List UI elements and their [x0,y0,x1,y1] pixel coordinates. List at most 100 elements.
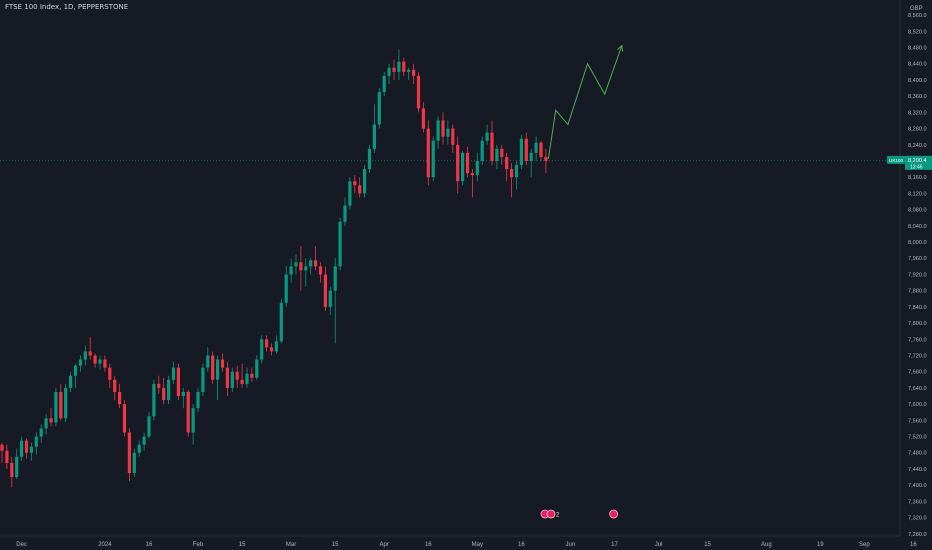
candle[interactable] [171,361,176,384]
candle[interactable] [78,355,82,372]
candle[interactable] [220,353,225,372]
candle[interactable] [475,152,479,182]
candle[interactable] [309,258,313,275]
candle[interactable] [505,152,509,182]
candle[interactable] [456,136,460,194]
candle[interactable] [485,124,489,145]
candle[interactable] [289,258,293,283]
candle[interactable] [544,148,548,174]
candle[interactable] [83,345,87,366]
candle[interactable] [211,351,215,384]
candle[interactable] [539,140,543,161]
candle[interactable] [137,440,141,457]
candle[interactable] [20,436,24,461]
candle[interactable] [534,136,538,161]
event-icon[interactable] [609,509,618,519]
candle[interactable] [206,347,210,372]
candle[interactable] [328,286,332,315]
candle[interactable] [480,136,484,166]
candle[interactable] [323,266,327,311]
candle[interactable] [490,120,494,166]
candle[interactable] [500,144,504,166]
candle[interactable] [524,132,528,166]
candle[interactable] [108,363,112,388]
candle[interactable] [245,367,249,388]
candle[interactable] [122,400,127,437]
candle[interactable] [402,57,406,76]
candle[interactable] [260,335,264,364]
candle[interactable] [358,177,362,198]
candle[interactable] [64,383,68,423]
candle[interactable] [162,377,166,405]
candle[interactable] [416,71,421,113]
candle[interactable] [167,375,171,405]
candle[interactable] [446,120,450,145]
candle[interactable] [181,387,185,409]
candle[interactable] [15,448,19,480]
candle[interactable] [24,438,29,459]
candle[interactable] [431,136,435,182]
candle[interactable] [436,116,440,149]
candle[interactable] [441,112,445,145]
candle[interactable] [510,163,514,198]
candle[interactable] [152,379,156,421]
candle[interactable] [343,197,347,226]
candle[interactable] [59,383,63,421]
candle[interactable] [39,424,43,443]
candle[interactable] [279,298,283,344]
candle[interactable] [118,383,122,409]
candle[interactable] [235,365,239,388]
candle[interactable] [186,389,190,437]
event-icon[interactable]: 2 [540,509,560,519]
candle[interactable] [29,442,33,461]
candle[interactable] [225,361,229,397]
candle[interactable] [387,63,391,84]
candle[interactable] [421,102,425,133]
candle[interactable] [392,59,396,80]
candle[interactable] [255,355,259,380]
candle[interactable] [407,67,411,80]
candle[interactable] [299,246,303,291]
candle[interactable] [127,428,131,482]
candle[interactable] [44,414,48,435]
candle[interactable] [461,150,465,186]
candle[interactable] [367,144,372,174]
candle[interactable] [216,355,220,401]
candle[interactable] [191,404,195,445]
candle[interactable] [348,177,352,210]
candle[interactable] [10,456,14,488]
candle[interactable] [333,258,337,344]
candle[interactable] [88,337,92,360]
candle[interactable] [157,375,161,394]
candle[interactable] [34,432,38,455]
candle[interactable] [338,217,342,271]
candle[interactable] [465,146,470,178]
forecast-line[interactable] [547,45,623,160]
candle[interactable] [314,246,318,271]
candle[interactable] [372,104,376,153]
candle[interactable] [529,148,533,178]
candle[interactable] [103,355,107,372]
candle[interactable] [274,335,278,354]
candle[interactable] [412,63,416,84]
candle[interactable] [93,353,97,368]
candle[interactable] [49,408,53,427]
candle[interactable] [397,49,401,80]
candle[interactable] [304,258,308,287]
candle[interactable] [382,71,386,97]
candle[interactable] [69,371,73,392]
candle[interactable] [98,355,102,370]
candle[interactable] [142,432,146,451]
candle[interactable] [284,266,288,307]
candle[interactable] [147,412,151,439]
candle[interactable] [176,363,180,401]
candle[interactable] [363,165,367,198]
candle[interactable] [470,169,474,198]
candle[interactable] [113,375,117,401]
candle[interactable] [265,335,269,352]
candle[interactable] [377,88,381,129]
candle[interactable] [294,254,298,275]
candle[interactable] [250,367,254,382]
candle[interactable] [451,124,455,153]
